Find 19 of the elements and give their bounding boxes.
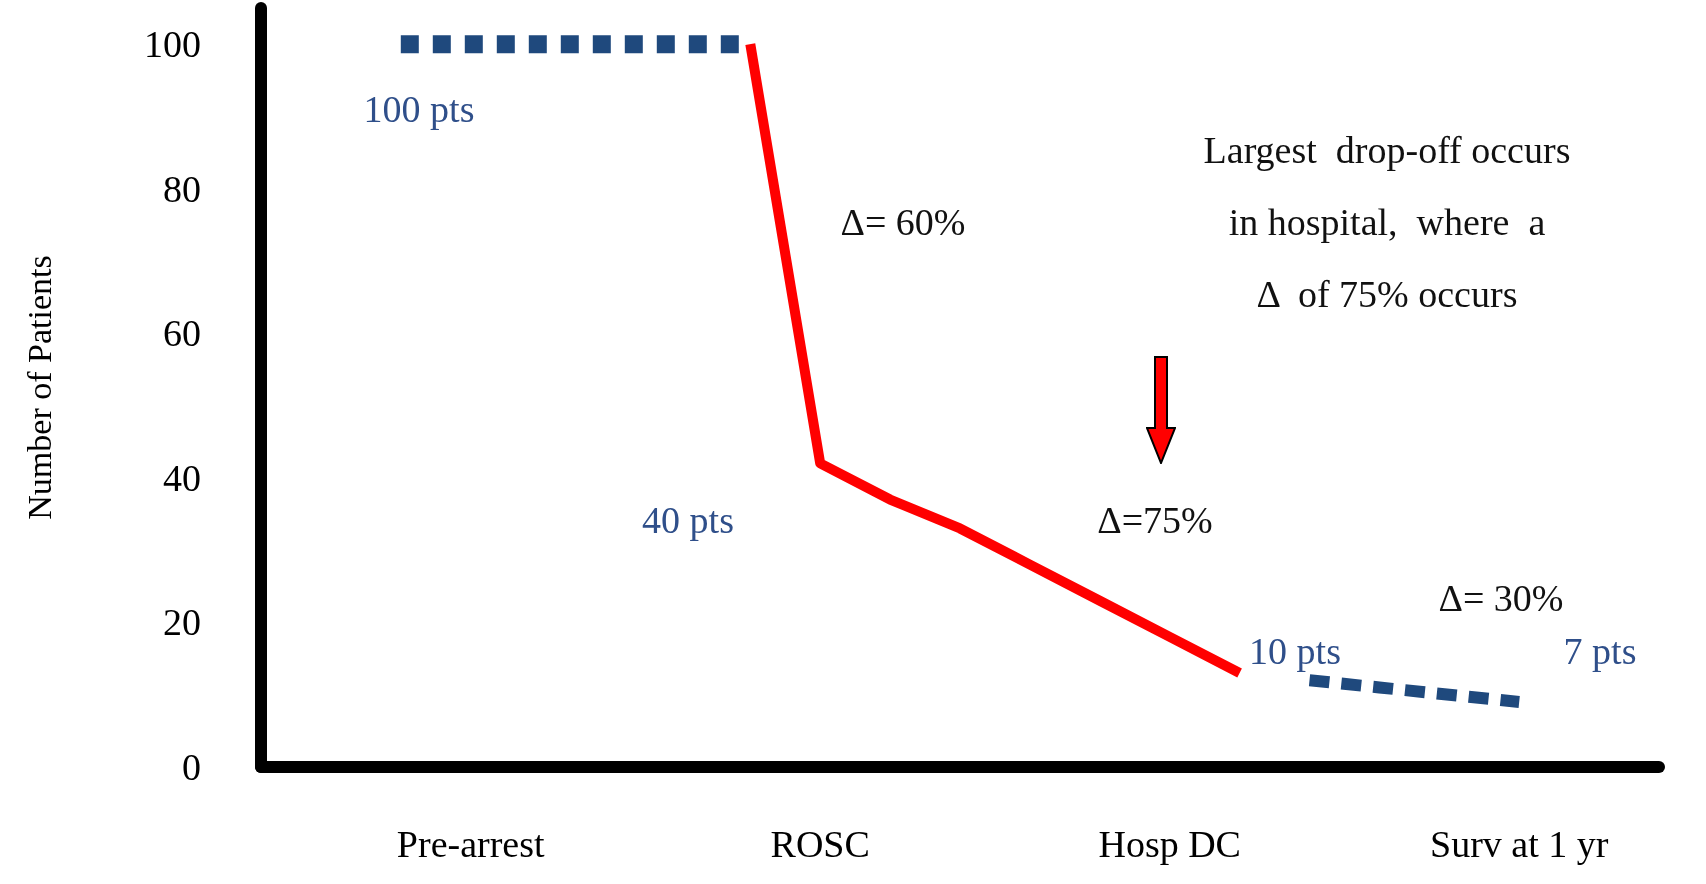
y-tick-label: 0 (182, 746, 201, 788)
annotation: Largest drop-off occurs in hospital, where a Δ of 75% occurs (1203, 129, 1571, 315)
y-tick-label: 60 (163, 312, 201, 355)
x-tick-label: Hosp DC (1098, 823, 1241, 865)
y-tick-label: 40 (163, 456, 201, 499)
y-tick-label: 100 (144, 23, 201, 66)
y-axis-title: Number of Patients (20, 255, 58, 520)
annotation: 10 pts (1249, 630, 1341, 672)
annotation: 7 pts (1563, 630, 1637, 672)
annotation: 100 pts (363, 88, 475, 130)
x-tick-label: Pre-arrest (396, 823, 545, 865)
annotation: Δ= 30% (1438, 577, 1564, 619)
annotation: Δ=75% (1097, 499, 1213, 541)
y-tick-label: 80 (163, 167, 201, 210)
annotation: Δ= 60% (840, 201, 966, 243)
annotation: 40 pts (642, 499, 734, 541)
y-tick-label: 20 (163, 601, 201, 644)
x-tick-label: ROSC (770, 823, 870, 865)
x-tick-label: Surv at 1 yr (1430, 823, 1609, 865)
